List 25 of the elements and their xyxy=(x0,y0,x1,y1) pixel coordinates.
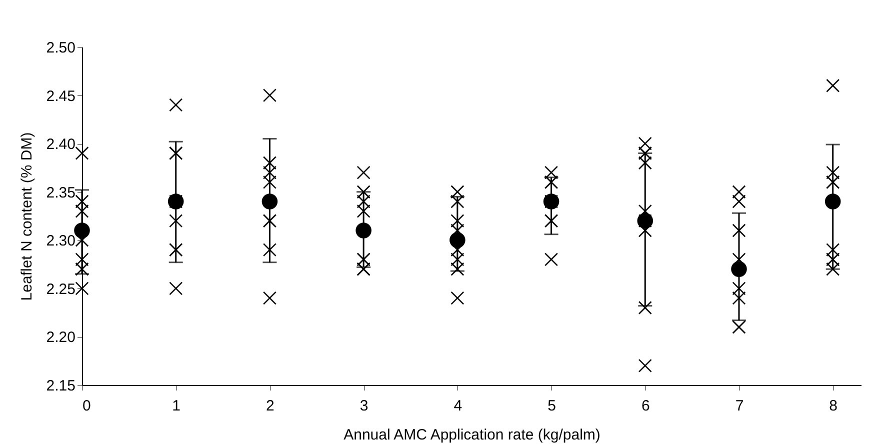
x-tick-label: 2 xyxy=(266,398,274,414)
y-tick-label: 2.50 xyxy=(46,40,76,56)
y-tick-label: 2.30 xyxy=(46,232,76,250)
point xyxy=(356,222,372,238)
y-tick-label: 2.35 xyxy=(46,184,76,202)
x-tick-label: 1 xyxy=(172,398,181,414)
x-tick-label: 8 xyxy=(829,398,838,414)
x-tick-label: 6 xyxy=(641,398,650,414)
x-tick-label: 3 xyxy=(360,398,368,414)
x-axis-title: Annual AMC Application rate (kg/palm) xyxy=(344,426,600,444)
x-tick-label: 7 xyxy=(735,398,744,414)
y-tick-label: 2.25 xyxy=(46,280,76,298)
point xyxy=(450,232,466,248)
y-tick-label: 2.40 xyxy=(46,136,76,154)
y-tick-label: 2.20 xyxy=(46,329,76,346)
y-tick-label: 2.45 xyxy=(46,88,76,105)
point xyxy=(824,194,841,210)
x-tick-label: 4 xyxy=(454,398,462,414)
point xyxy=(74,222,90,238)
point xyxy=(731,261,747,277)
x-tick-label: 5 xyxy=(548,398,556,414)
y-tick-label: 2.15 xyxy=(46,378,76,394)
y-axis-title: Leaflet N content (% DM) xyxy=(18,132,36,301)
x-tick-label: 0 xyxy=(82,398,91,414)
point xyxy=(262,194,278,210)
